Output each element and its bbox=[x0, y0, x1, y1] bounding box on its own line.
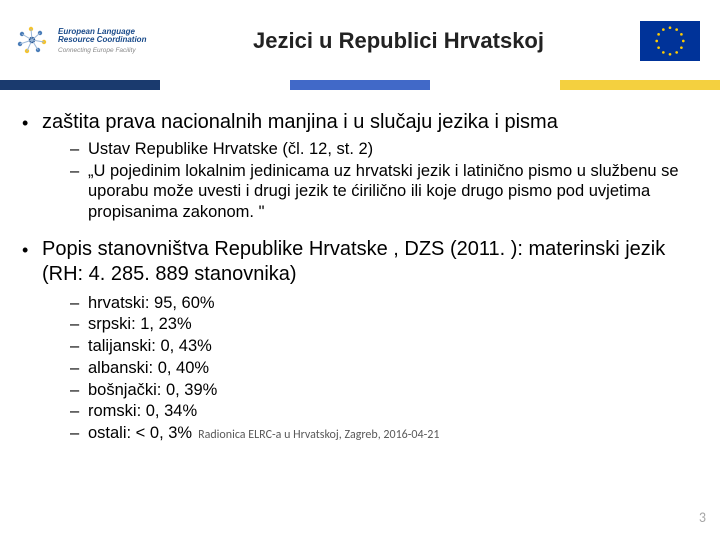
sub-bullet-constitution-ref: – Ustav Republike Hrvatske (čl. 12, st. … bbox=[70, 139, 692, 160]
slide-content: • zaštita prava nacionalnih manjina i u … bbox=[0, 102, 720, 445]
sub-list-constitution: – Ustav Republike Hrvatske (čl. 12, st. … bbox=[70, 139, 692, 223]
sub-bullet-constitution-quote: – „U pojedinim lokalnim jedinicama uz hr… bbox=[70, 161, 692, 223]
stripe-segment bbox=[0, 80, 160, 90]
language-item-text: talijanski: 0, 43% bbox=[88, 336, 212, 358]
language-item: –talijanski: 0, 43% bbox=[70, 336, 692, 358]
bullet-protection: • zaštita prava nacionalnih manjina i u … bbox=[22, 110, 692, 135]
language-item: –srpski: 1, 23% bbox=[70, 314, 692, 336]
slide-title: Jezici u Republici Hrvatskoj bbox=[157, 28, 640, 54]
color-stripes bbox=[0, 80, 720, 90]
elrc-logo: European Language Resource Coordination … bbox=[12, 14, 157, 69]
language-item-text: albanski: 0, 40% bbox=[88, 358, 209, 380]
slide-header: European Language Resource Coordination … bbox=[0, 0, 720, 78]
language-list: –hrvatski: 95, 60%–srpski: 1, 23%–talija… bbox=[70, 293, 692, 445]
elrc-logo-text: European Language Resource Coordination … bbox=[58, 28, 146, 55]
language-item-text: hrvatski: 95, 60% bbox=[88, 293, 215, 315]
logo-line2: Resource Coordination bbox=[58, 36, 146, 45]
language-item-text: bošnjački: 0, 39% bbox=[88, 380, 217, 402]
language-item-text: romski: 0, 34% bbox=[88, 401, 197, 423]
language-item: –ostali: < 0, 3%Radionica ELRC-a u Hrvat… bbox=[70, 423, 692, 445]
dash-icon: – bbox=[70, 358, 88, 380]
dash-icon: – bbox=[70, 336, 88, 358]
dash-icon: – bbox=[70, 423, 88, 445]
dash-icon: – bbox=[70, 314, 88, 336]
footer-note: Radionica ELRC-a u Hrvatskoj, Zagreb, 20… bbox=[198, 428, 439, 442]
bullet-text: zaštita prava nacionalnih manjina i u sl… bbox=[42, 110, 692, 135]
page-number: 3 bbox=[699, 509, 706, 526]
bullet-dot-icon: • bbox=[22, 110, 42, 135]
stripe-segment bbox=[560, 80, 720, 90]
dash-icon: – bbox=[70, 401, 88, 423]
elrc-logo-mark bbox=[12, 20, 54, 62]
language-item: –romski: 0, 34% bbox=[70, 401, 692, 423]
sub-bullet-text: Ustav Republike Hrvatske (čl. 12, st. 2) bbox=[88, 139, 692, 160]
stripe-segment bbox=[430, 80, 560, 90]
bullet-census: • Popis stanovništva Republike Hrvatske … bbox=[22, 237, 692, 287]
eu-stars-icon bbox=[651, 22, 689, 60]
language-item: –bošnjački: 0, 39% bbox=[70, 380, 692, 402]
stripe-segment bbox=[290, 80, 430, 90]
sub-bullet-text: „U pojedinim lokalnim jedinicama uz hrva… bbox=[88, 161, 692, 223]
dash-icon: – bbox=[70, 161, 88, 182]
language-item-text: srpski: 1, 23% bbox=[88, 314, 192, 336]
dash-icon: – bbox=[70, 293, 88, 315]
bullet-dot-icon: • bbox=[22, 237, 42, 262]
language-item: –hrvatski: 95, 60% bbox=[70, 293, 692, 315]
dash-icon: – bbox=[70, 380, 88, 402]
language-item: –albanski: 0, 40% bbox=[70, 358, 692, 380]
stripe-segment bbox=[160, 80, 290, 90]
language-item-text: ostali: < 0, 3%Radionica ELRC-a u Hrvats… bbox=[88, 423, 439, 445]
dash-icon: – bbox=[70, 139, 88, 160]
bullet-text: Popis stanovništva Republike Hrvatske , … bbox=[42, 237, 692, 287]
logo-line3: Connecting Europe Facility bbox=[58, 47, 146, 54]
eu-flag bbox=[640, 21, 700, 61]
